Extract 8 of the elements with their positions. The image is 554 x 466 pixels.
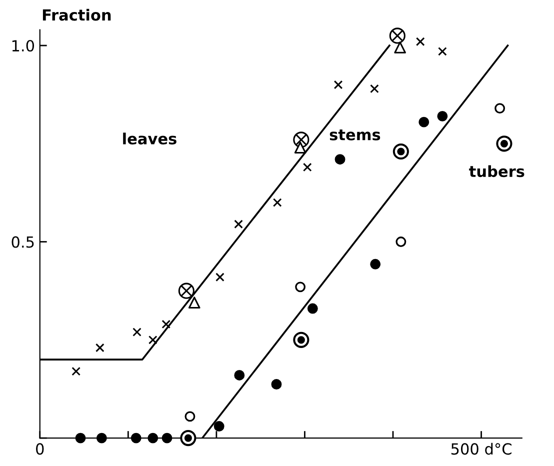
x-tick-label: 500 d°C [451, 442, 512, 455]
y-tick-label: 1.0 [12, 40, 34, 52]
annotation: stems [330, 129, 380, 140]
y-tick-label: 0.5 [12, 236, 34, 248]
annotation: tubers [469, 165, 524, 178]
annotation: leaves [123, 132, 176, 144]
x-tick-label: 0 [36, 443, 44, 455]
y-axis-title: Fraction [42, 8, 111, 21]
